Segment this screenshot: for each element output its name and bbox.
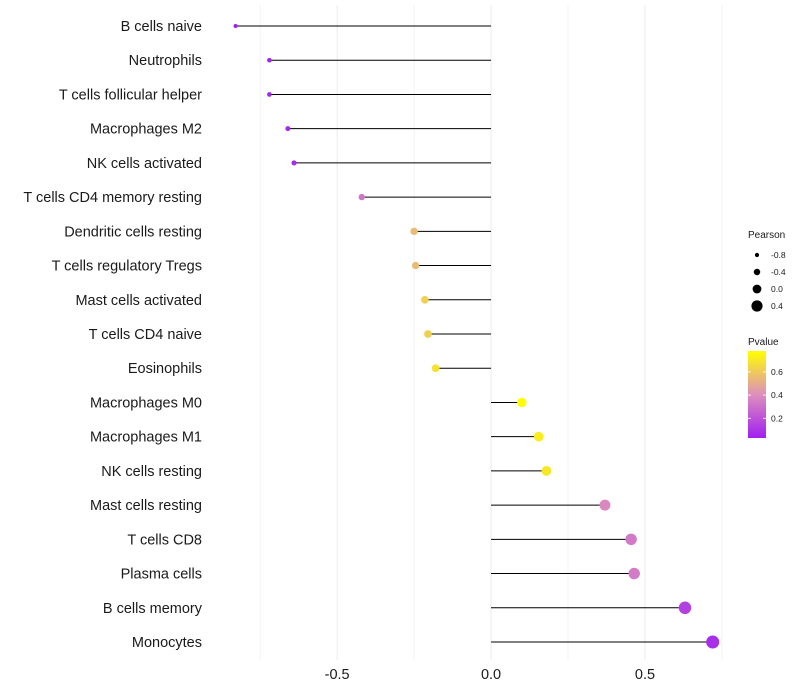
category-label: T cells CD8 (127, 532, 202, 548)
size-legend: Pearson -0.8 -0.4 0.0 0.4 (748, 230, 786, 312)
color-legend-label: 0.6 (771, 367, 783, 377)
color-legend-label: 0.4 (771, 390, 783, 400)
lollipop-point (541, 465, 552, 476)
color-legend-bar (748, 351, 766, 438)
x-axis-tick-labels: -0.5 0.0 0.5 (325, 667, 655, 683)
category-label: NK cells activated (87, 156, 202, 172)
category-label: Monocytes (132, 635, 202, 651)
lollipop-point (424, 330, 432, 338)
lollipop-point (411, 261, 420, 270)
lollipop-point (410, 227, 418, 236)
size-legend-symbol (754, 252, 760, 258)
size-legend-label: 0.4 (771, 301, 783, 311)
color-legend-title: Pvalue (748, 337, 779, 348)
size-legend-label: -0.4 (771, 267, 786, 277)
category-label: B cells memory (103, 601, 203, 617)
lollipop-point (533, 431, 544, 442)
lollipop-point (291, 160, 297, 166)
category-label: T cells follicular helper (59, 87, 202, 103)
category-label: T cells CD4 naive (89, 327, 202, 343)
color-legend: Pvalue 0.2 0.4 0.6 (748, 337, 783, 438)
lollipop-point (358, 193, 365, 201)
size-legend-label: -0.8 (771, 250, 786, 260)
lollipop-point (285, 126, 291, 132)
category-label: T cells regulatory Tregs (52, 259, 202, 275)
lollipop-point (599, 499, 611, 511)
category-label: Mast cells resting (90, 498, 202, 514)
category-label: T cells CD4 memory resting (23, 190, 202, 206)
category-label: Mast cells activated (75, 293, 202, 309)
category-label: Eosinophils (128, 361, 202, 377)
category-label: Dendritic cells resting (64, 224, 202, 240)
x-tick-label: -0.5 (325, 667, 350, 683)
category-label: NK cells resting (101, 464, 202, 480)
lollipop-point (625, 533, 637, 546)
category-label: Plasma cells (121, 567, 202, 583)
lollipop-point (517, 397, 527, 408)
lollipop-point (678, 601, 692, 615)
lollipop-point (628, 567, 640, 580)
grid-lines (259, 5, 723, 660)
x-tick-label: 0.5 (635, 667, 655, 683)
lollipop-point (267, 57, 272, 63)
color-legend-label: 0.2 (771, 413, 783, 423)
lollipop-points (233, 24, 720, 649)
category-label: B cells naive (121, 19, 202, 35)
category-label: Neutrophils (129, 53, 202, 69)
lollipop-stems (235, 25, 713, 643)
category-label: Macrophages M1 (90, 430, 202, 446)
size-legend-symbol (751, 300, 763, 312)
lollipop-point (431, 364, 440, 373)
category-label: Macrophages M2 (90, 122, 202, 138)
lollipop-point (706, 635, 720, 649)
size-legend-symbol (753, 268, 761, 276)
x-tick-label: 0.0 (481, 667, 501, 683)
size-legend-symbol (752, 284, 762, 294)
lollipop-point (267, 92, 272, 97)
size-legend-label: 0.0 (771, 284, 783, 294)
y-axis-category-labels: B cells naive Neutrophils T cells follicul… (23, 19, 202, 651)
lollipop-point (233, 24, 238, 28)
category-label: Macrophages M0 (90, 395, 202, 411)
size-legend-title: Pearson (748, 230, 785, 241)
lollipop-point (421, 295, 429, 304)
